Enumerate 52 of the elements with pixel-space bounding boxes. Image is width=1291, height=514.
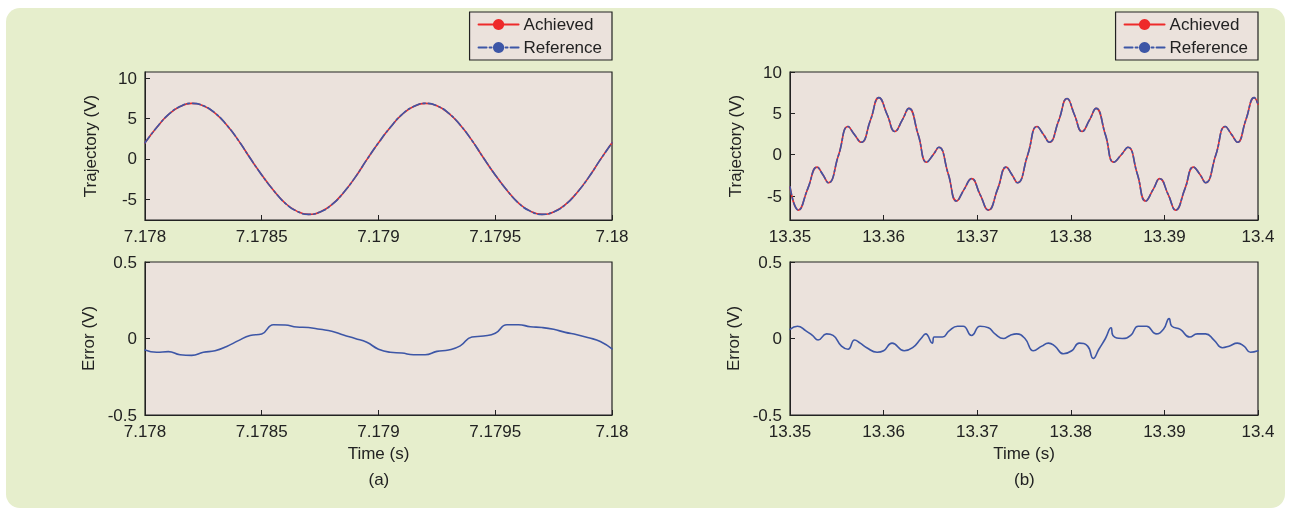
x-tick-label: 13.35: [768, 422, 812, 441]
y-tick-label: 0.5: [113, 252, 137, 272]
y-tick-label: 0: [772, 329, 782, 348]
y-tick-label: 0.5: [758, 252, 782, 272]
x-tick-label: 7.1785: [235, 227, 288, 246]
x-tick-label: 13.37: [955, 227, 999, 246]
x-tick-label: 7.179: [357, 227, 400, 246]
legend-label: Reference: [523, 38, 602, 57]
y-axis-title: Trajectory (V): [726, 94, 745, 198]
x-tick-label: 7.178: [123, 227, 167, 246]
x-tick-label: 13.35: [768, 227, 812, 246]
x-tick-label: 7.179: [357, 422, 400, 441]
x-axis-title: Time (s): [993, 444, 1055, 463]
y-tick-label: -5: [766, 186, 782, 206]
line-series: [144, 102, 613, 216]
x-tick-label: 7.18: [595, 422, 629, 441]
legend-label: Reference: [1169, 38, 1248, 57]
x-tick-label: 7.178: [123, 422, 167, 441]
x-tick-label: 7.1795: [469, 227, 522, 246]
line-series: [789, 317, 1259, 360]
x-tick-label: 13.4: [1241, 422, 1275, 441]
x-tick-label: 13.36: [862, 227, 905, 246]
x-axis-title: Time (s): [347, 444, 410, 463]
y-tick-label: 10: [763, 62, 782, 82]
y-axis-title: Trajectory (V): [81, 94, 100, 198]
y-tick-label: 0: [772, 145, 782, 165]
x-tick-label: 13.39: [1143, 422, 1186, 441]
y-tick-label: -5: [121, 189, 137, 209]
text: (a): [368, 470, 390, 489]
x-tick-label: 13.4: [1241, 227, 1275, 246]
y-tick-label: 5: [772, 103, 782, 123]
y-tick-label: 0: [127, 329, 137, 348]
x-tick-label: 13.36: [862, 422, 905, 441]
text: (b): [1014, 470, 1035, 489]
x-tick-label: 13.39: [1143, 227, 1186, 246]
x-tick-label: 7.1795: [469, 422, 522, 441]
x-tick-label: 13.38: [1049, 227, 1093, 246]
y-axis-title: Error (V): [723, 305, 743, 372]
y-tick-label: 10: [118, 68, 137, 88]
x-tick-label: 7.1785: [235, 422, 288, 441]
y-tick-label: -0.5: [107, 405, 137, 425]
y-tick-label: 5: [127, 109, 137, 129]
y-axis-title: Error (V): [78, 305, 98, 372]
y-tick-label: 0: [127, 149, 137, 169]
legend-label: Achieved: [1169, 15, 1240, 34]
x-tick-label: 13.37: [955, 422, 999, 441]
line-series: [144, 323, 613, 357]
x-tick-label: 13.38: [1049, 422, 1093, 441]
x-tick-label: 7.18: [595, 227, 629, 246]
line-series: [789, 96, 1259, 211]
y-tick-label: -0.5: [752, 405, 782, 425]
legend-label: Achieved: [523, 15, 594, 34]
